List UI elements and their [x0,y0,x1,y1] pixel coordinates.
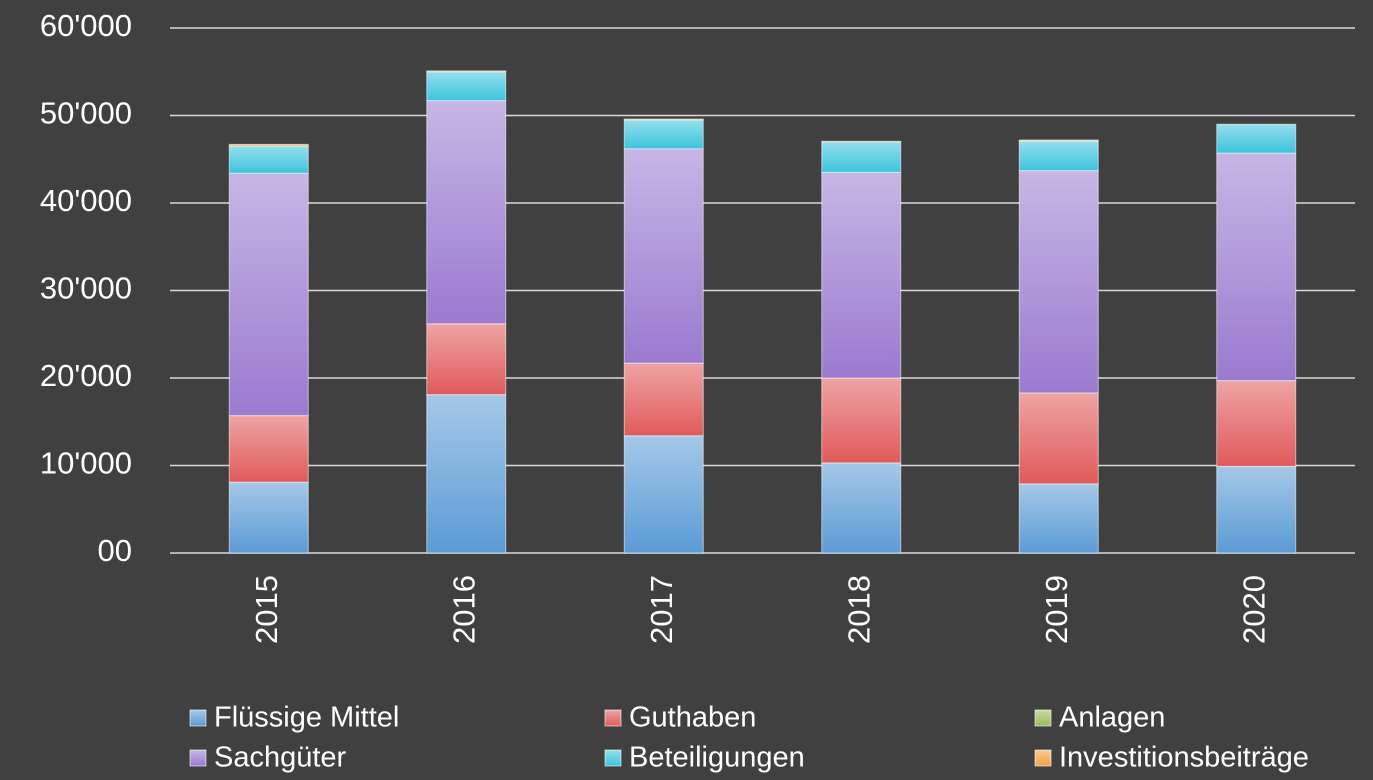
legend-swatch [1034,749,1052,767]
bar-segment [1216,380,1297,467]
x-tick-label: 2020 [1236,575,1271,644]
bar-segment [821,462,902,554]
bar-segment [623,118,704,121]
bar-segment [1216,123,1297,154]
x-tick-label: 2015 [249,575,284,644]
bar-segment [426,71,507,102]
legend-label: Beteiligungen [629,742,805,774]
bar-segment [821,377,902,464]
bar-segment [228,172,309,417]
bar-segment [228,145,309,174]
bar-segment [1216,465,1297,554]
bar-segment [228,481,309,554]
y-tick-label: 10'000 [40,446,132,481]
y-tick-label: 20'000 [40,358,132,393]
legend-label: Sachgüter [214,742,347,774]
legend-label: Guthaben [629,702,756,734]
legend-swatch [189,709,207,727]
y-tick-label: 60'000 [40,8,132,43]
legend-swatch [189,749,207,767]
bar-segment [426,323,507,396]
bar-segment [426,70,507,73]
bar-segment [623,148,704,364]
x-tick-label: 2016 [446,575,481,644]
bar-segment [426,394,507,554]
bar-segment [1018,483,1099,554]
y-tick-label: 00 [98,533,132,568]
bar-segment [1018,139,1099,142]
bar-segment [821,171,902,379]
bar-segment [426,100,507,325]
bar-segment [1018,170,1099,394]
legend-label: Investitionsbeiträge [1059,742,1309,774]
x-tick-label: 2017 [644,575,679,644]
bar-segment [821,141,902,173]
bar-segment [1216,152,1297,382]
y-tick-label: 50'000 [40,96,132,131]
bar-segment [623,362,704,437]
legend-swatch [604,749,622,767]
y-tick-label: 30'000 [40,271,132,306]
y-tick-label: 40'000 [40,183,132,218]
bar-segment [623,435,704,554]
bar-segment [1018,140,1099,172]
legend-swatch [604,709,622,727]
bar-segment [623,119,704,150]
x-tick-label: 2019 [1039,575,1074,644]
bar-segment [228,143,309,147]
x-tick-label: 2018 [841,575,876,644]
legend-label: Anlagen [1059,702,1165,734]
legend-swatch [1034,709,1052,727]
bar-segment [1018,392,1099,485]
bar-segment [228,415,309,483]
legend-label: Flüssige Mittel [214,702,399,734]
